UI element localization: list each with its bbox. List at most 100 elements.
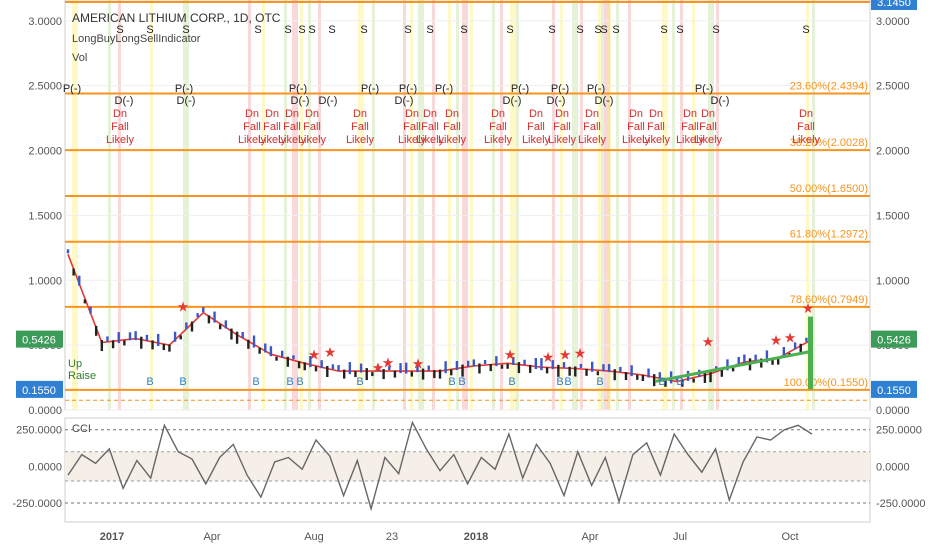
signal-band: [692, 0, 695, 410]
price-badge-left-text: 0.5426: [22, 335, 56, 347]
candle: [337, 365, 340, 372]
red-star-marker: ★: [504, 347, 517, 363]
signal-label-dn: Dn: [265, 108, 279, 120]
signal-label-p: P(-): [435, 83, 453, 95]
candle: [709, 371, 712, 383]
candle: [207, 315, 211, 324]
candle: [388, 366, 391, 371]
signal-label-fall: Fall: [263, 121, 281, 133]
candle: [342, 369, 346, 379]
candle: [213, 311, 216, 323]
x-tick-label: Apr: [203, 531, 220, 543]
signal-label-dn: Dn: [701, 108, 715, 120]
candle: [297, 361, 301, 369]
signal-label-up: Up: [68, 358, 82, 370]
signal-label-likely: Likely: [522, 134, 551, 146]
y-tick-label-left: 0.0000: [28, 405, 62, 417]
price-pane: 3.0000 3.0000 2.5000 2.5000 2.0000 2.0000 1.50…: [16, 0, 917, 523]
signal-band: [662, 0, 668, 410]
signal-label-dn: Dn: [683, 108, 697, 120]
fib-level-label: 50.00%(1.6500): [790, 183, 868, 195]
candle: [726, 359, 729, 371]
y-tick-label-left: 2.5000: [28, 81, 62, 93]
signal-label-b: B: [146, 376, 153, 388]
candle: [202, 307, 205, 313]
candle: [438, 369, 442, 379]
candle: [461, 364, 464, 377]
signal-band: [150, 0, 153, 410]
signal-label-s: S: [404, 24, 411, 36]
cci-y-tick-right: 0.0000: [876, 461, 910, 473]
signal-label-raise: Raise: [68, 370, 96, 382]
candle: [506, 363, 509, 369]
signal-label-b: B: [448, 376, 455, 388]
x-tick-label: Oct: [781, 531, 798, 543]
signal-label-b: B: [596, 376, 603, 388]
candle: [382, 369, 385, 380]
candle: [805, 337, 808, 342]
candle: [421, 368, 425, 380]
red-star-marker: ★: [784, 330, 797, 346]
y-tick-label-left: 1.5000: [28, 210, 62, 222]
red-star-marker: ★: [770, 332, 783, 348]
candle: [72, 268, 75, 276]
cci-band: [65, 451, 870, 481]
signal-label-dn: Dn: [529, 108, 543, 120]
x-tick-label: Apr: [581, 531, 598, 543]
candle: [658, 372, 662, 379]
signal-band: [308, 0, 311, 410]
signal-label-b: B: [356, 376, 363, 388]
candle: [607, 364, 611, 373]
price-badge-right-text: 3.1450: [877, 0, 911, 9]
signal-label-s: S: [298, 24, 305, 36]
signal-label-dn: Dn: [799, 108, 813, 120]
candle: [151, 340, 154, 350]
candle: [156, 333, 160, 346]
candle: [190, 321, 194, 332]
signal-label-s: S: [576, 24, 583, 36]
candle: [765, 350, 769, 363]
signal-band: [672, 0, 675, 410]
fib-level-label: 23.60%(2.4394): [790, 81, 868, 93]
signal-label-dn: Dn: [113, 108, 127, 120]
signal-band: [432, 0, 435, 410]
signal-band: [708, 0, 714, 410]
cci-y-tick-left: 250.0000: [16, 425, 62, 437]
candle: [252, 335, 256, 348]
candle: [427, 365, 430, 371]
signal-band: [456, 0, 459, 410]
candle: [613, 369, 616, 381]
signal-band: [72, 0, 78, 410]
price-badge-left: [16, 330, 63, 348]
candle: [568, 366, 571, 376]
candle: [173, 331, 177, 342]
candle: [303, 362, 306, 371]
candle: [241, 332, 244, 338]
signal-label-dn: Dn: [555, 108, 569, 120]
signal-label-likely: Likely: [278, 134, 307, 146]
x-tick-label: 23: [386, 531, 398, 543]
signal-label-likely: Likely: [792, 134, 821, 146]
candle: [545, 367, 549, 374]
signal-label-s: S: [146, 24, 153, 36]
candle: [89, 306, 92, 314]
candle: [466, 360, 470, 367]
red-star-marker: ★: [542, 349, 555, 365]
signal-label-fall: Fall: [681, 121, 699, 133]
signal-band: [183, 0, 189, 410]
chart-title: AMERICAN LITHIUM CORP., 1D, OTC: [72, 11, 281, 25]
candle: [117, 332, 120, 344]
signal-band: [806, 0, 809, 410]
candle: [483, 360, 487, 365]
price-badge-right: [871, 380, 917, 398]
signal-label-s: S: [802, 24, 809, 36]
candle: [602, 364, 605, 372]
signal-label-p: P(-): [289, 83, 307, 95]
signal-band: [716, 0, 719, 410]
signal-label-p: P(-): [175, 83, 193, 95]
x-tick-label: Jul: [673, 531, 687, 543]
candle: [776, 357, 780, 365]
signal-band: [318, 0, 321, 410]
candle: [224, 320, 228, 329]
candle: [162, 344, 166, 351]
